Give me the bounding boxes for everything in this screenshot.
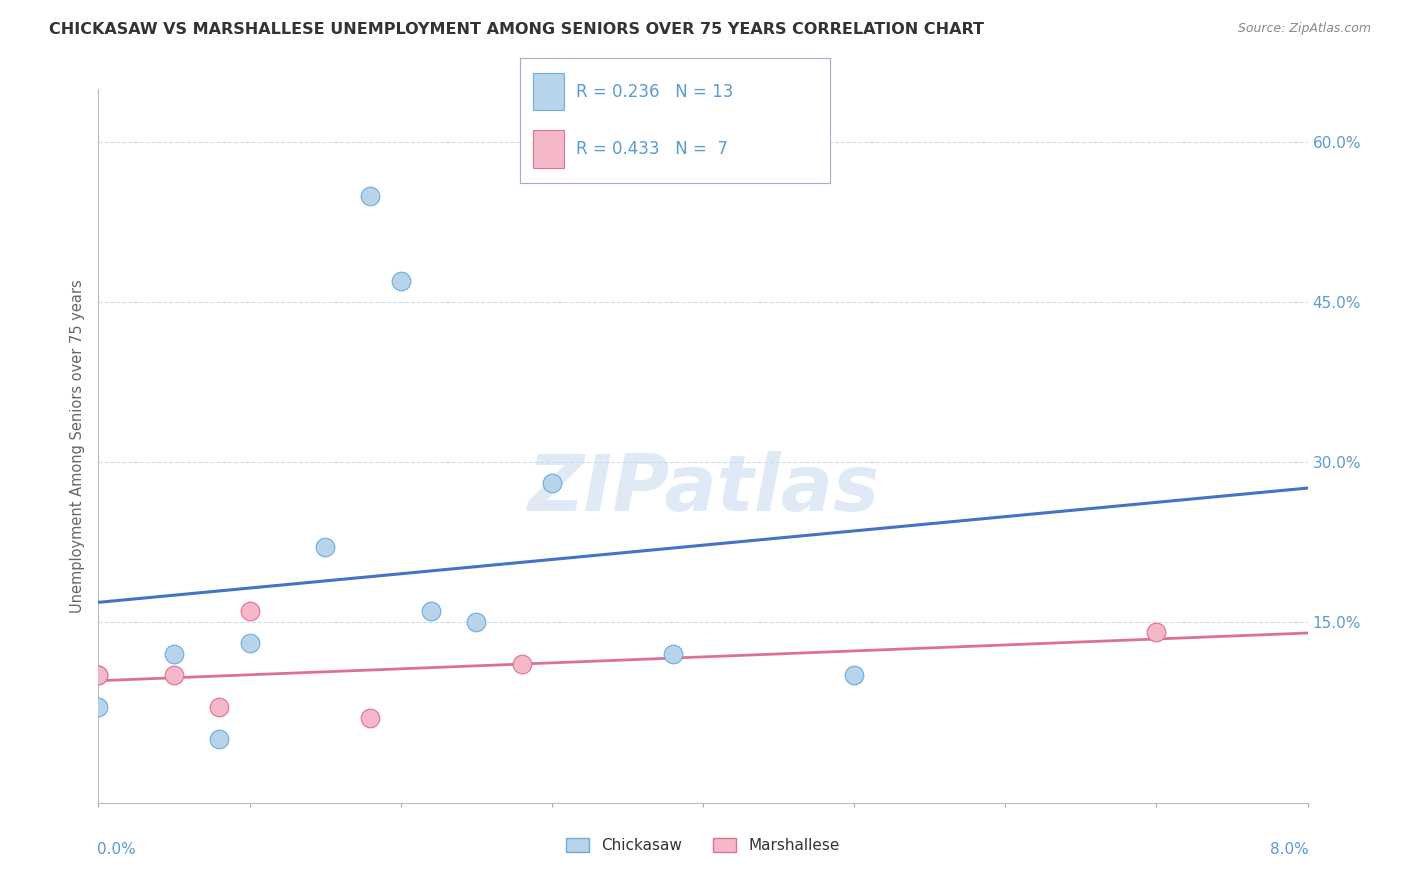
- Point: [389, 274, 412, 288]
- Text: R = 0.236   N = 13: R = 0.236 N = 13: [576, 83, 734, 101]
- Point: [510, 657, 533, 672]
- Point: [87, 668, 110, 682]
- FancyBboxPatch shape: [533, 73, 564, 111]
- Point: [844, 668, 866, 682]
- Point: [360, 710, 382, 724]
- Point: [540, 476, 562, 491]
- Point: [87, 700, 110, 714]
- Point: [208, 700, 231, 714]
- Point: [360, 188, 382, 202]
- Text: Source: ZipAtlas.com: Source: ZipAtlas.com: [1237, 22, 1371, 36]
- Point: [87, 668, 110, 682]
- Point: [314, 540, 336, 554]
- Point: [208, 731, 231, 746]
- Y-axis label: Unemployment Among Seniors over 75 years: Unemployment Among Seniors over 75 years: [69, 279, 84, 613]
- Point: [163, 647, 186, 661]
- Point: [1146, 625, 1168, 640]
- Point: [465, 615, 488, 629]
- FancyBboxPatch shape: [533, 130, 564, 168]
- Text: 0.0%: 0.0%: [97, 842, 136, 857]
- Point: [661, 647, 683, 661]
- Text: 8.0%: 8.0%: [1270, 842, 1309, 857]
- Legend: Chickasaw, Marshallese: Chickasaw, Marshallese: [561, 832, 845, 859]
- Point: [239, 604, 262, 618]
- Point: [239, 636, 262, 650]
- Text: R = 0.433   N =  7: R = 0.433 N = 7: [576, 140, 728, 158]
- Point: [420, 604, 443, 618]
- Text: CHICKASAW VS MARSHALLESE UNEMPLOYMENT AMONG SENIORS OVER 75 YEARS CORRELATION CH: CHICKASAW VS MARSHALLESE UNEMPLOYMENT AM…: [49, 22, 984, 37]
- Point: [163, 668, 186, 682]
- Text: ZIPatlas: ZIPatlas: [527, 450, 879, 527]
